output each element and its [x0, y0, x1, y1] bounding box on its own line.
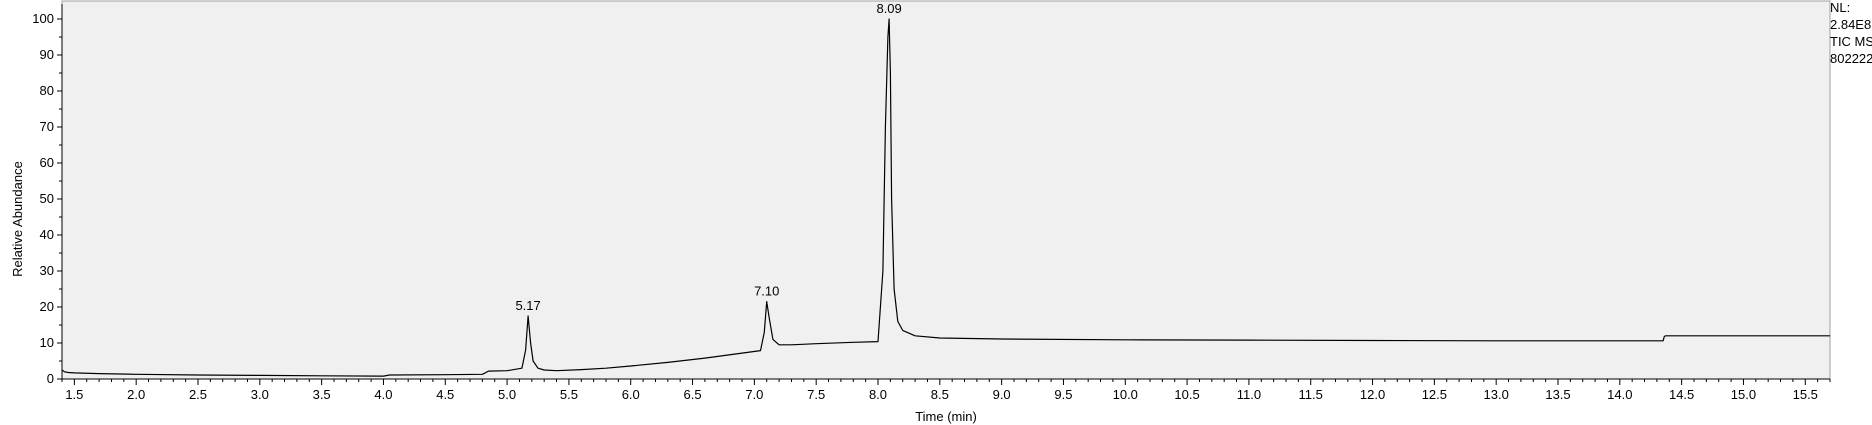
x-tick-label: 5.0 — [498, 387, 516, 402]
x-axis-title: Time (min) — [915, 409, 977, 424]
x-tick-label: 2.5 — [189, 387, 207, 402]
x-tick-label: 14.5 — [1669, 387, 1694, 402]
y-axis-ticks: 0 10 20 30 40 50 60 70 80 90 100 — [32, 11, 62, 386]
y-tick-label: 80 — [40, 83, 54, 98]
x-tick-label: 13.5 — [1545, 387, 1570, 402]
x-tick-label: 7.0 — [745, 387, 763, 402]
y-tick-label: 50 — [40, 191, 54, 206]
y-tick-label: 40 — [40, 227, 54, 242]
peak-label: 7.10 — [754, 284, 779, 299]
x-tick-label: 2.0 — [127, 387, 145, 402]
x-tick-label: 12.0 — [1360, 387, 1385, 402]
y-axis-title: Relative Abundance — [10, 161, 25, 277]
y-tick-label: 20 — [40, 299, 54, 314]
x-tick-label: 15.5 — [1793, 387, 1818, 402]
x-tick-label: 15.0 — [1731, 387, 1756, 402]
y-tick-label: 90 — [40, 47, 54, 62]
info-line: NL: — [1830, 0, 1850, 15]
y-tick-label: 10 — [40, 335, 54, 350]
y-tick-label: 30 — [40, 263, 54, 278]
y-tick-label: 0 — [47, 371, 54, 386]
x-tick-label: 3.0 — [251, 387, 269, 402]
x-tick-label: 1.5 — [65, 387, 83, 402]
series-line-tic — [61, 18, 1830, 377]
plot-background — [61, 0, 1831, 380]
y-tick-label: 70 — [40, 119, 54, 134]
x-tick-label: 6.5 — [684, 387, 702, 402]
x-tick-label: 4.5 — [436, 387, 454, 402]
peak-label: 5.17 — [515, 298, 540, 313]
x-tick-label: 6.0 — [622, 387, 640, 402]
x-tick-label: 10.0 — [1113, 387, 1138, 402]
x-tick-label: 9.5 — [1054, 387, 1072, 402]
x-tick-label: 12.5 — [1422, 387, 1447, 402]
x-tick-label: 7.5 — [807, 387, 825, 402]
y-tick-label: 100 — [32, 11, 54, 26]
x-tick-label: 11.5 — [1299, 387, 1323, 402]
x-tick-label: 13.0 — [1484, 387, 1509, 402]
x-tick-label: 8.0 — [869, 387, 887, 402]
x-tick-label: 11.0 — [1237, 387, 1261, 402]
x-tick-label: 10.5 — [1174, 387, 1199, 402]
x-tick-label: 4.0 — [374, 387, 392, 402]
y-tick-label: 60 — [40, 155, 54, 170]
peak-label: 8.09 — [876, 1, 901, 16]
peak-labels: 5.17 7.10 8.09 — [515, 1, 901, 313]
info-line: 802222 — [1830, 51, 1872, 66]
info-line: TIC MS — [1830, 34, 1872, 49]
x-axis-ticks: 1.5 2.0 2.5 3.0 3.5 4.0 4.5 5.0 5.5 6.0 6.5 7.0 7.5 8… — [61, 379, 1831, 402]
x-tick-label: 5.5 — [560, 387, 578, 402]
x-tick-label: 3.5 — [313, 387, 331, 402]
info-line: 2.84E8 — [1830, 17, 1871, 32]
x-tick-label: 9.0 — [993, 387, 1011, 402]
info-panel: NL: 2.84E8 TIC MS 802222 — [1830, 0, 1872, 66]
x-tick-label: 14.0 — [1607, 387, 1632, 402]
x-tick-label: 8.5 — [931, 387, 949, 402]
